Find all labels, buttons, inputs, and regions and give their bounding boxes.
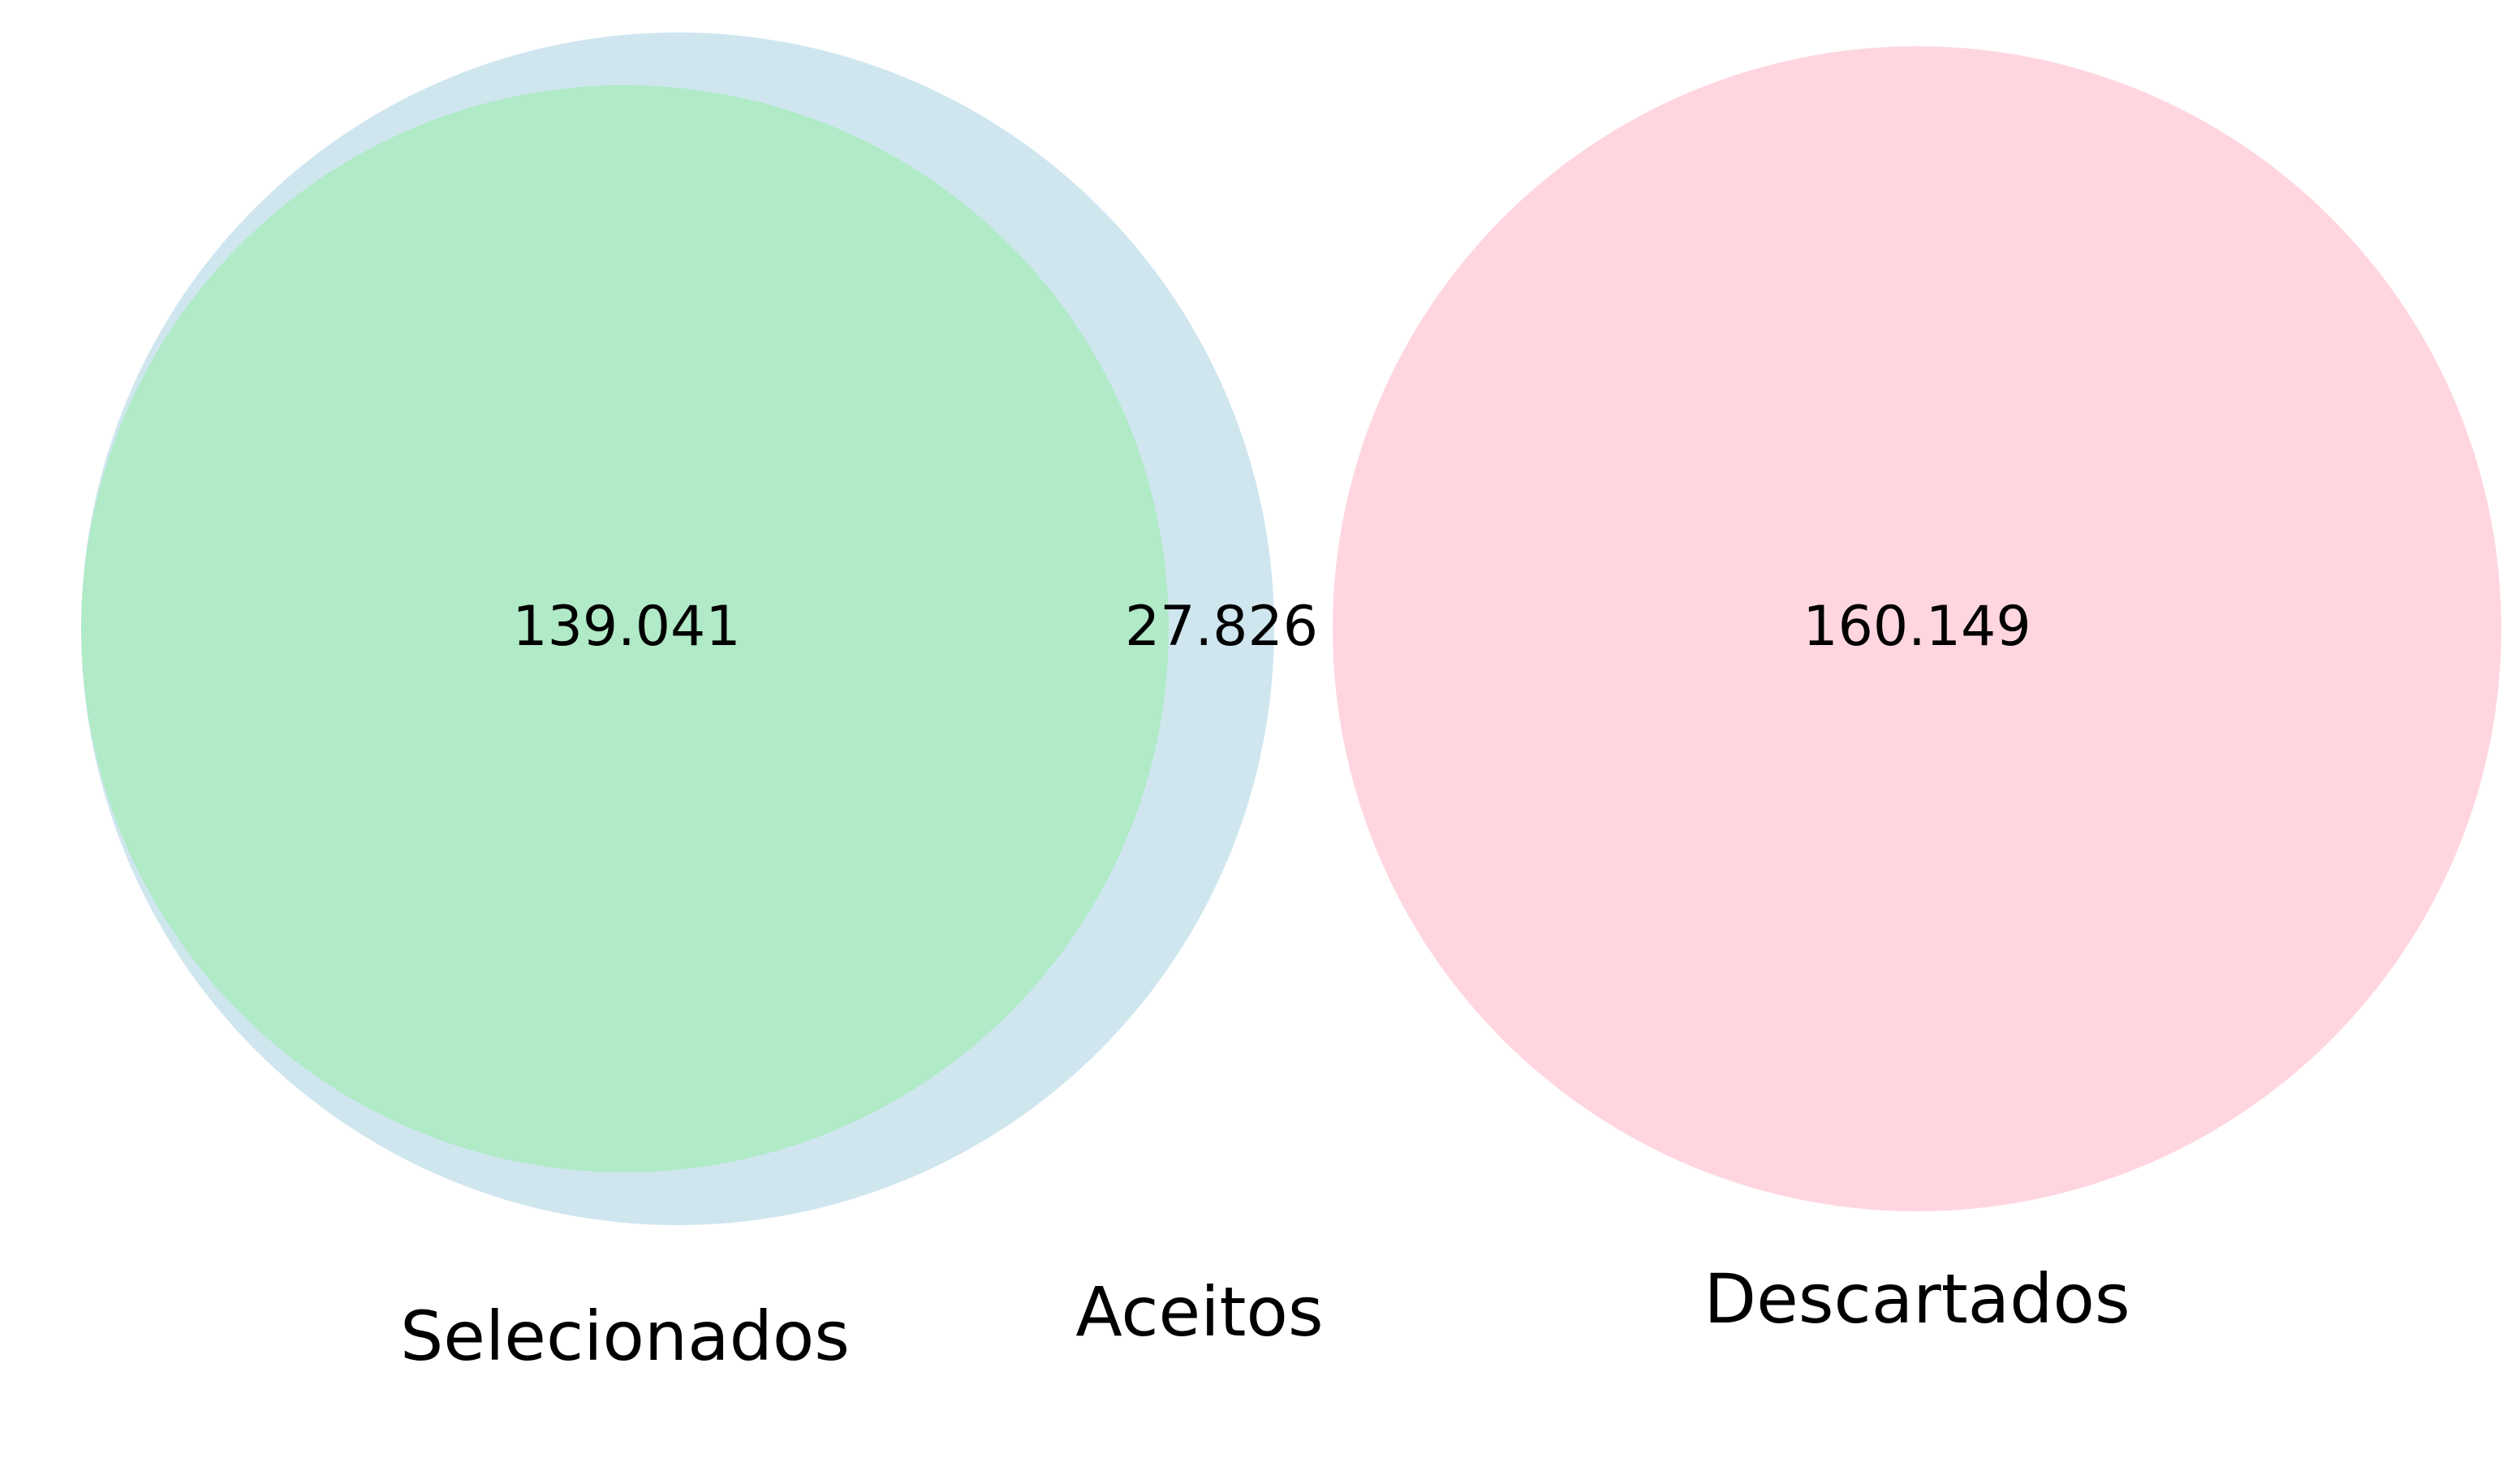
selecionados-circle <box>81 85 1169 1172</box>
aceitos-only-count-label: 27.826 <box>1125 595 1318 659</box>
aceitos-set-label: Aceitos <box>1075 1272 1323 1352</box>
descartados-set-label: Descartados <box>1704 1259 2130 1339</box>
selecionados-count-label: 139.041 <box>512 595 740 659</box>
selecionados-set-label: Selecionados <box>400 1297 850 1376</box>
descartados-count-label: 160.149 <box>1803 595 2031 659</box>
descartados-circle <box>1333 46 2501 1211</box>
